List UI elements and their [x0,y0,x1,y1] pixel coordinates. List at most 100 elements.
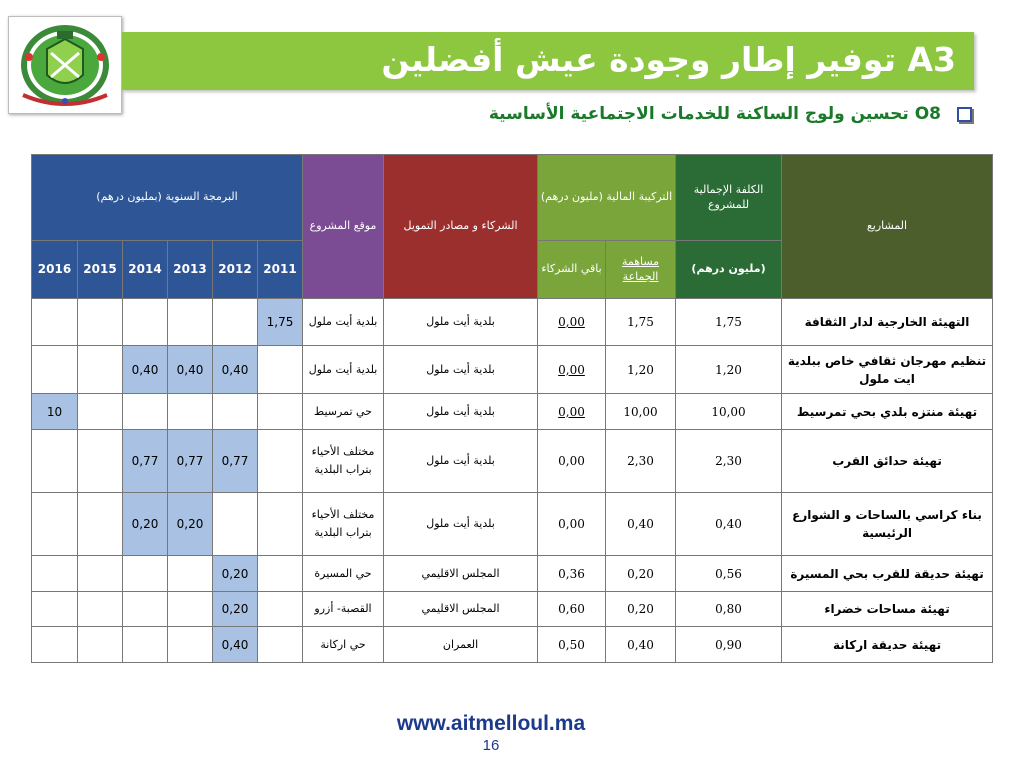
header-total-cost-unit: (مليون درهم) [675,240,783,299]
cost-cell: 0,80 [675,591,783,627]
source-cell: بلدية أيت ملول [383,492,539,556]
checkbox-bullet-icon [957,106,972,122]
year-2014-cell [122,393,168,430]
header-annual-programming: البرمجة السنوية (بمليون درهم) [30,154,304,241]
table-row: 0,40 0,40 0,40 بلدية أيت ملول بلدية أيت … [31,345,994,394]
cost-cell: 10,00 [675,393,783,430]
partners-cell: 0,50 [537,626,607,663]
partners-cell: 0,00 [537,429,607,493]
year-header: 2016 [31,240,78,299]
project-name-cell: تهيئة مساحات خضراء [781,591,994,627]
year-2015-cell [77,345,123,394]
site-cell: حي اركانة [302,626,385,663]
year-2015-cell [77,298,123,346]
year-2014-cell [122,626,168,663]
year-2012-cell: 0,20 [212,555,258,592]
year-2011-cell [256,492,304,556]
commune-cell: 0,20 [605,555,677,592]
commune-cell: 0,20 [605,591,677,627]
year-2013-cell [167,298,213,346]
partners-cell: 0,60 [537,591,607,627]
cost-cell: 0,90 [675,626,783,663]
year-2016-cell [31,626,78,663]
year-2012-cell [212,298,258,346]
site-cell: بلدية أيت ملول [302,345,385,394]
header-projects: المشاريع [781,154,994,299]
header-project-site: موقع المشروع [302,154,385,299]
year-2012-cell: 0,20 [212,591,258,627]
source-cell: بلدية أيت ملول [383,345,539,394]
page-title: A3 توفير إطار وجودة عيش أفضلين [381,40,956,79]
table-row: 0,20 القصبة- أزرو المجلس الاقليمي 0,60 0… [31,591,994,627]
year-header: 2015 [77,240,123,299]
year-2011-cell: 1,75 [256,298,304,346]
year-2013-cell [167,555,213,592]
year-header: 2013 [167,240,213,299]
table-row: 1,75 بلدية أيت ملول بلدية أيت ملول 0,00 … [31,298,994,346]
year-2016-cell [31,591,78,627]
commune-cell: 1,20 [605,345,677,394]
objective-heading: O8 تحسين ولوج الساكنة للخدمات الاجتماعية… [489,104,972,124]
partners-cell: 0,00 [537,393,607,430]
year-2016-cell: 10 [31,393,78,430]
table-row: 0,20 0,20 مختلف الأحياء بتراب البلدية بل… [31,492,994,556]
projects-table: البرمجة السنوية (بمليون درهم) موقع المشر… [30,154,994,663]
project-name-cell: تهيئة حدائق القرب [781,429,994,493]
cost-cell: 1,75 [675,298,783,346]
municipality-emblem-logo [8,16,122,114]
year-2015-cell [77,393,123,430]
year-2014-cell: 0,40 [122,345,168,394]
cost-cell: 0,56 [675,555,783,592]
project-name-cell: تهيئة حديقة اركانة [781,626,994,663]
year-2016-cell [31,345,78,394]
table-row: 0,40 حي اركانة العمران 0,50 0,40 0,90 ته… [31,626,994,663]
commune-cell: 0,40 [605,492,677,556]
cost-cell: 0,40 [675,492,783,556]
year-2014-cell [122,591,168,627]
source-cell: بلدية أيت ملول [383,298,539,346]
partners-cell: 0,00 [537,345,607,394]
partners-cell: 0,36 [537,555,607,592]
year-2013-cell [167,393,213,430]
site-cell: بلدية أيت ملول [302,298,385,346]
website-link[interactable]: www.aitmelloul.ma [396,712,586,735]
site-cell: حي تمرسيط [302,393,385,430]
year-2015-cell [77,626,123,663]
year-header: 2011 [256,240,304,299]
source-cell: المجلس الاقليمي [383,555,539,592]
site-cell: مختلف الأحياء بتراب البلدية [302,492,385,556]
table-row: 0,20 حي المسيرة المجلس الاقليمي 0,36 0,2… [31,555,994,592]
year-2011-cell [256,429,304,493]
objective-subtitle: O8 تحسين ولوج الساكنة للخدمات الاجتماعية… [488,104,941,124]
project-name-cell: بناء كراسي بالساحات و الشوارع الرئيسية [781,492,994,556]
source-cell: المجلس الاقليمي [383,591,539,627]
year-2013-cell: 0,77 [167,429,213,493]
year-2014-cell: 0,20 [122,492,168,556]
year-2011-cell [256,626,304,663]
year-2011-cell [256,393,304,430]
site-cell: مختلف الأحياء بتراب البلدية [302,429,385,493]
year-2012-cell: 0,40 [212,345,258,394]
year-2013-cell: 0,40 [167,345,213,394]
year-2015-cell [77,555,123,592]
source-cell: بلدية أيت ملول [383,393,539,430]
year-2011-cell [256,555,304,592]
year-2014-cell: 0,77 [122,429,168,493]
year-2016-cell [31,298,78,346]
title-banner: A3 توفير إطار وجودة عيش أفضلين [122,32,974,90]
year-2014-cell [122,298,168,346]
commune-cell: 0,40 [605,626,677,663]
commune-cell: 1,75 [605,298,677,346]
header-financing: التركيبة المالية (مليون درهم) [537,154,677,241]
table-row: 10 حي تمرسيط بلدية أيت ملول 0,00 10,00 1… [31,393,994,430]
source-cell: بلدية أيت ملول [383,429,539,493]
year-header: 2012 [212,240,258,299]
year-header: 2014 [122,240,168,299]
year-2011-cell [256,345,304,394]
project-name-cell: تهيئة منتزه بلدي بحي تمرسيط [781,393,994,430]
year-2013-cell [167,591,213,627]
site-cell: حي المسيرة [302,555,385,592]
header-partners-rest: باقي الشركاء [537,240,607,299]
table-row: 0,77 0,77 0,77 مختلف الأحياء بتراب البلد… [31,429,994,493]
project-name-cell: تهيئة حديقة للقرب بحي المسيرة [781,555,994,592]
